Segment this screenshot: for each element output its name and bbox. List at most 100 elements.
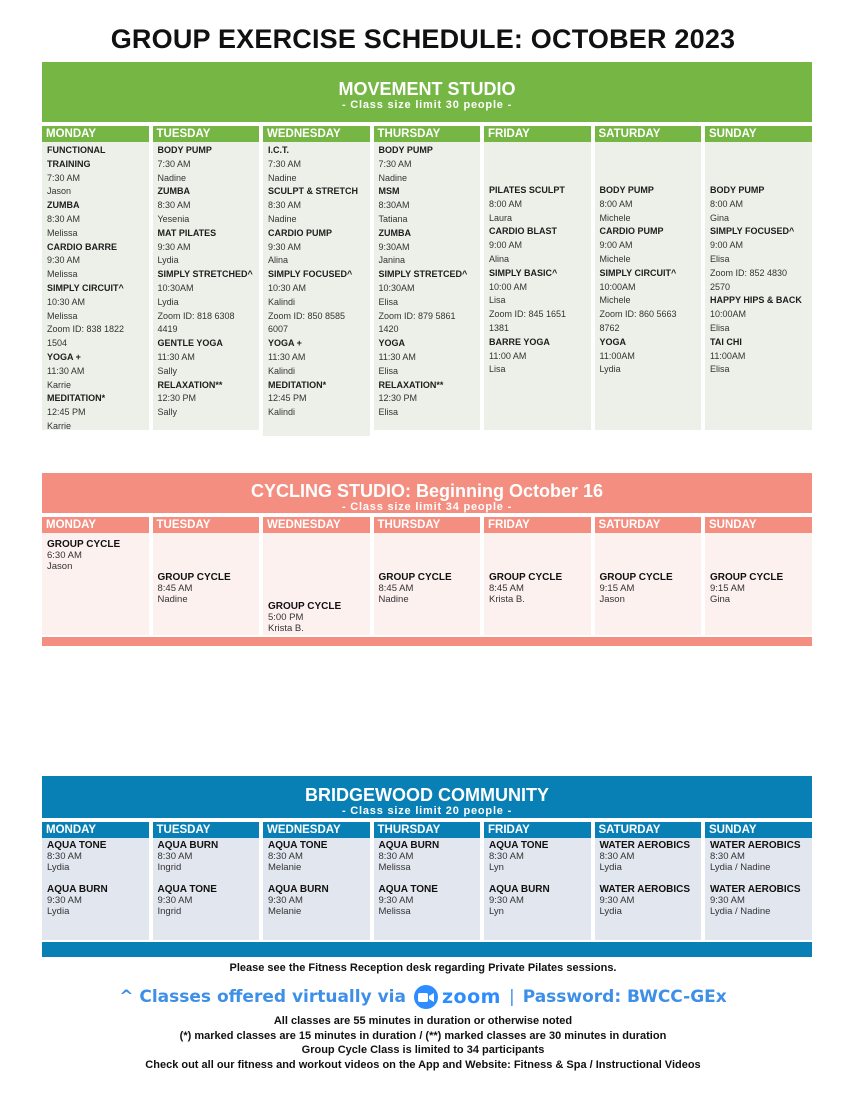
movement-studio-section: MOVEMENT STUDIO - Class size limit 30 pe… [42, 62, 812, 436]
class-name: GROUP CYCLE [268, 601, 342, 612]
class-instructor: Gina [710, 594, 731, 605]
class-entry: AQUA BURN 9:30 AM Lydia [47, 884, 144, 917]
class-entry: SIMPLY STRETCHED^ 10:30AM Lydia Zoom ID: 81… [158, 268, 255, 337]
class-time: 8:30 AM [268, 200, 302, 211]
video-camera-icon [413, 985, 438, 1009]
class-time: 7:30 AM [157, 158, 191, 169]
class-name: AQUA BURN [378, 840, 440, 851]
class-instructor: Elisa [710, 322, 730, 333]
class-instructor: Sally [157, 407, 178, 418]
class-time: 7:30 AM [268, 158, 302, 169]
class-entry: YOGA + 11:30 AM Karrie [47, 351, 144, 392]
class-time: 9:30 AM [47, 255, 81, 266]
day-columns: MONDAY FUNCTIONAL TRAINING 7:30 AM Jason ZUM… [42, 126, 812, 436]
zoom-id: Zoom ID: 860 5663 8762 [599, 309, 677, 333]
class-instructor: Elisa [378, 407, 399, 418]
fine-print: All classes are 55 minutes in duration o… [0, 1014, 846, 1072]
class-time: 8:00 AM [489, 198, 523, 209]
class-entry: GENTLE YOGA 11:30 AM Sally [158, 337, 255, 378]
zoom-id: Zoom ID: 838 1822 1504 [47, 324, 125, 349]
class-entry: WATER AEROBICS 8:30 AM Lydia [600, 840, 697, 873]
class-instructor: Jason [47, 561, 73, 572]
class-name: MEDITATION* [268, 379, 327, 390]
zoom-id: Zoom ID: 879 5861 1420 [378, 310, 456, 335]
class-instructor: Krista B. [268, 623, 304, 634]
day-classes: GROUP CYCLE 5:00 PM Krista B. [263, 533, 370, 635]
class-entry: SIMPLY FOCUSED^ 10:30 AM Kalindi Zoom ID: 8… [268, 268, 365, 337]
day-classes: GROUP CYCLE 6:30 AM Jason [42, 533, 149, 635]
class-entry: RELAXATION** 12:30 PM Elisa [379, 379, 476, 420]
day-column-monday: MONDAY AQUA TONE 8:30 AM Lydia AQUA BURN 9:30… [42, 822, 149, 940]
day-classes: WATER AEROBICS 8:30 AM Lydia / Nadine WATER… [705, 838, 812, 940]
class-time: 11:00 AM [489, 350, 527, 361]
class-entry: SIMPLY BASIC^ 10:00 AM Lisa Zoom ID: 845 16… [489, 267, 586, 336]
bridgewood-banner: BRIDGEWOOD COMMUNITY - Class size limit … [42, 776, 812, 818]
day-classes: AQUA BURN 8:30 AM Ingrid AQUA TONE 9:30 AM In… [152, 838, 259, 940]
day-classes: GROUP CYCLE 8:45 AM Nadine [373, 533, 480, 635]
class-entry: BARRE YOGA 11:00 AM Lisa [489, 336, 586, 377]
class-name: HAPPY HIPS & BACK [710, 295, 802, 306]
class-name: GROUP CYCLE [157, 572, 231, 583]
class-entry: SIMPLY STRETCED^ 10:30AM Elisa Zoom ID: 879… [379, 268, 476, 337]
class-time: 10:00AM [710, 309, 747, 320]
class-name: SCULPT & STRETCH [268, 186, 358, 197]
section-title: CYCLING STUDIO: Beginning October 16 [250, 481, 604, 501]
class-entry: CARDIO PUMP 9:30 AM Alina [268, 227, 365, 268]
class-instructor: Lydia [157, 255, 179, 266]
day-header: MONDAY [42, 126, 149, 142]
day-header: SATURDAY [594, 126, 701, 142]
day-column-friday: FRIDAY PILATES SCULPT 8:00 AM Laura CARDIO B… [484, 126, 591, 436]
day-header: TUESDAY [152, 822, 259, 838]
class-instructor: Michele [599, 212, 631, 223]
class-entry: HAPPY HIPS & BACK 10:00AM Elisa [710, 294, 807, 335]
section-subtitle: - Class size limit 34 people - [341, 501, 513, 513]
class-instructor: Tatiana [378, 213, 408, 224]
virtual-prefix: ^ Classes offered virtually via [119, 987, 406, 1007]
class-time: 11:00AM [710, 350, 746, 361]
zoom-id: Zoom ID: 845 1651 1381 [489, 309, 567, 333]
class-name: SIMPLY BASIC^ [489, 267, 558, 278]
class-entry: SIMPLY FOCUSED^ 9:00 AM Elisa Zoom ID: 852 … [710, 225, 807, 294]
class-time: 10:00 AM [489, 281, 528, 292]
class-entry: CARDIO BARRE 9:30 AM Melissa [47, 241, 144, 282]
class-time: 5:00 PM [268, 612, 304, 623]
videos-note: Check out all our fitness and workout vi… [145, 1058, 701, 1071]
day-classes: WATER AEROBICS 8:30 AM Lydia WATER AEROBICS… [594, 838, 701, 940]
day-header: WEDNESDAY [263, 517, 370, 533]
class-instructor: Melissa [47, 269, 78, 280]
class-instructor: Alina [489, 253, 510, 264]
zoom-password: Password: BWCC-GEx [522, 987, 727, 1007]
day-column-wednesday: WEDNESDAY GROUP CYCLE 5:00 PM Krista B. [263, 517, 370, 635]
class-instructor: Michele [599, 253, 631, 264]
class-name: RELAXATION** [378, 379, 444, 390]
class-entry: WATER AEROBICS 9:30 AM Lydia / Nadine [710, 884, 807, 917]
class-name: YOGA [599, 336, 627, 347]
class-entry: PILATES SCULPT 8:00 AM Laura [489, 184, 586, 225]
day-header: SUNDAY [705, 126, 812, 142]
class-time: 12:45 PM [268, 393, 307, 404]
class-entry: ZUMBA 8:30 AM Yesenia [158, 185, 255, 226]
day-header: TUESDAY [152, 126, 259, 142]
class-time: 9:30 AM [157, 895, 193, 906]
class-name: BODY PUMP [599, 185, 654, 195]
marked-classes-note: (*) marked classes are 15 minutes in dur… [179, 1029, 667, 1042]
class-instructor: Kalindi [268, 365, 296, 376]
class-instructor: Lisa [489, 295, 506, 306]
day-classes: AQUA BURN 8:30 AM Melissa AQUA TONE 9:30 AM M… [373, 838, 480, 940]
day-header: MONDAY [42, 822, 149, 838]
class-entry: AQUA BURN 8:30 AM Melissa [379, 840, 476, 873]
class-time: 9:30 AM [157, 241, 191, 252]
day-header: WEDNESDAY [263, 822, 370, 838]
class-name: SIMPLY STRETCED^ [378, 269, 468, 280]
class-entry: WATER AEROBICS 8:30 AM Lydia / Nadine [710, 840, 807, 873]
class-instructor: Nadine [378, 594, 409, 605]
class-time: 6:30 AM [47, 550, 82, 561]
class-time: 10:30 AM [47, 296, 86, 307]
class-name: SIMPLY CIRCUIT^ [47, 282, 124, 293]
separator: | [508, 987, 515, 1007]
class-entry: FUNCTIONAL TRAINING 7:30 AM Jason [47, 144, 144, 199]
class-time: 11:30 AM [47, 365, 85, 376]
class-entry: I.C.T. 7:30 AM Nadine [268, 144, 365, 185]
section-title: MOVEMENT STUDIO [338, 79, 516, 99]
class-time: 10:30AM [157, 282, 194, 293]
